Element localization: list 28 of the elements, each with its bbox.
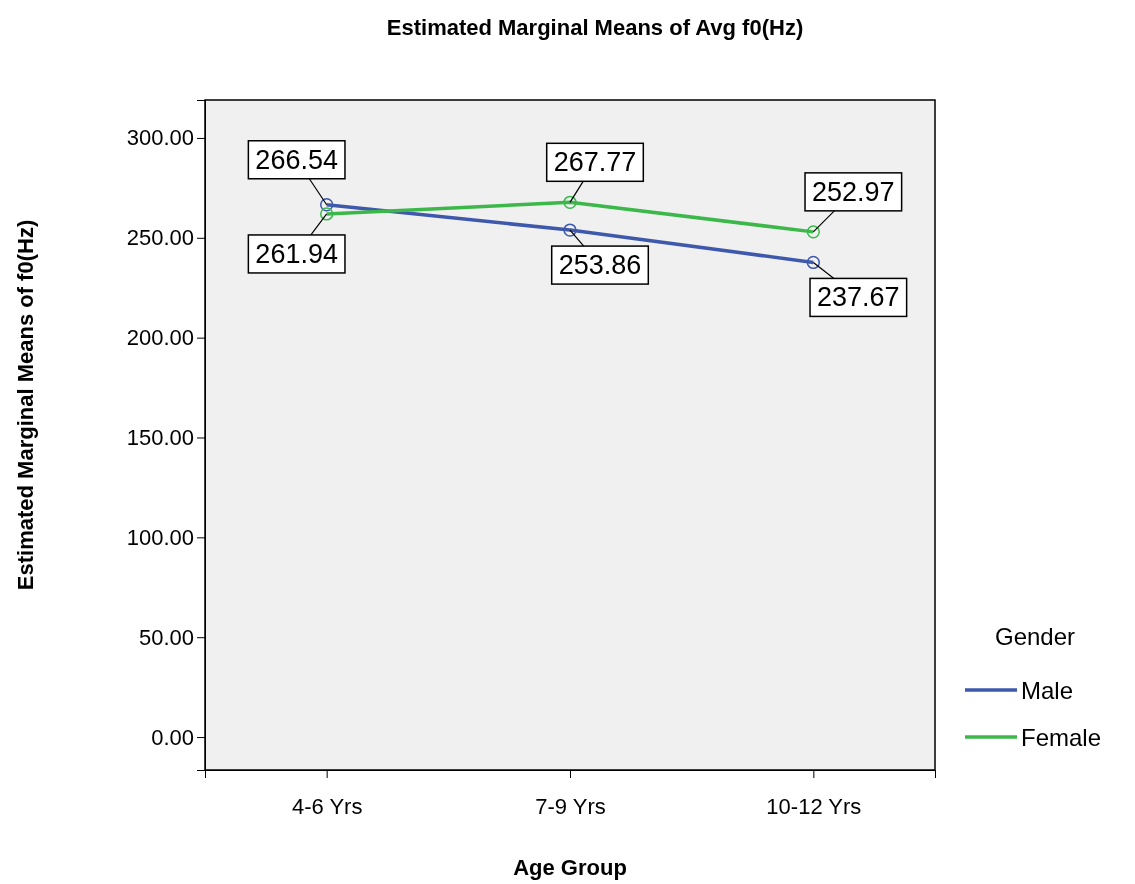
x-tick-label: 4-6 Yrs: [291, 794, 363, 819]
data-label: 237.67: [817, 282, 900, 313]
y-axis-title: Estimated Marginal Means of f0(Hz): [13, 219, 38, 591]
point: [806, 255, 820, 270]
data-label: 266.54: [255, 144, 338, 175]
y-tick-label: 300.00: [126, 125, 194, 151]
data-label: 267.77: [553, 147, 637, 178]
legend-label: Female: [1021, 723, 1102, 751]
chart-title: Estimated Marginal Means of Avg f0(Hz): [386, 15, 804, 40]
legend-label: Male: [1021, 676, 1074, 704]
point: [320, 198, 334, 212]
y-tick-label: 100.00: [126, 524, 194, 550]
x-axis-title: Age Group: [513, 855, 627, 880]
data-label: 261.94: [255, 238, 338, 269]
y-tick-label: 200.00: [126, 325, 194, 351]
y-tick-label: 50.00: [138, 624, 194, 650]
point: [320, 207, 334, 221]
data-label: 253.86: [558, 250, 642, 281]
y-tick-label: 150.00: [126, 425, 194, 451]
y-tick-label: 0.00: [151, 724, 194, 750]
x-tick-label: 10-12 Yrs: [766, 794, 862, 819]
point: [563, 195, 577, 209]
y-tick-label: 250.00: [126, 225, 194, 251]
point: [563, 223, 577, 237]
legend-title: Gender: [995, 623, 1076, 650]
x-tick-label: 7-9 Yrs: [535, 794, 606, 819]
data-label: 252.97: [812, 176, 895, 207]
point: [806, 225, 820, 239]
